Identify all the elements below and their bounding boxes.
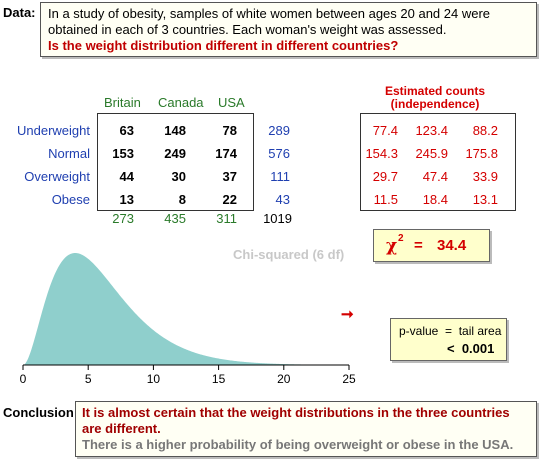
conclusion-label: Conclusion:: [3, 405, 79, 420]
distribution-label: Chi-squared (6 df): [233, 247, 345, 262]
observed-cell: 78: [222, 123, 237, 138]
row-label-obese: Obese: [51, 192, 90, 207]
column-header-canada: Canada: [158, 95, 204, 110]
x-tick-label: 20: [277, 372, 291, 386]
chi-squared-density-chart: 0 5 10 15 20 25: [20, 253, 356, 386]
observed-cell: 174: [215, 146, 237, 161]
expected-cell: 175.8: [465, 146, 498, 161]
chi-squared-statistic-box: χ 2 = 34.4: [373, 229, 490, 262]
chi-superscript: 2: [398, 233, 404, 244]
expected-grid-border: [360, 113, 516, 211]
row-total: 111: [270, 169, 290, 184]
observed-cell: 8: [178, 192, 186, 207]
data-label: Data:: [3, 5, 36, 20]
column-total: 435: [164, 211, 186, 226]
expected-cell: 77.4: [372, 123, 398, 138]
conclusion-box: It is almost certain that the weight dis…: [75, 401, 537, 457]
row-label-underweight: Underweight: [17, 123, 90, 138]
observed-cell: 153: [112, 146, 134, 161]
x-tick-label: 25: [342, 372, 356, 386]
grand-total: 1019: [263, 211, 292, 226]
expected-cell: 33.9: [472, 169, 498, 184]
column-header-britain: Britain: [104, 95, 141, 110]
expected-cell: 245.9: [415, 146, 448, 161]
expected-cell: 88.2: [472, 123, 498, 138]
chi-equals: =: [414, 237, 423, 254]
observed-cell: 37: [222, 169, 237, 184]
x-tick-label: 0: [20, 372, 27, 386]
p-value-line1: p-value = tail area: [399, 324, 502, 338]
chi-value: 34.4: [437, 237, 467, 254]
observed-cell: 30: [171, 169, 186, 184]
observed-cell: 13: [119, 192, 134, 207]
tail-arrow-icon: ➞: [341, 306, 354, 323]
expected-title: Estimated counts (independence): [360, 85, 510, 111]
expected-cell: 123.4: [415, 123, 448, 138]
row-label-overweight: Overweight: [24, 169, 90, 184]
conclusion-sub-text: There is a higher probability of being o…: [82, 437, 514, 452]
observed-grid-border: [97, 113, 254, 211]
observed-cell: 249: [164, 146, 186, 161]
row-total: 289: [268, 123, 290, 138]
expected-cell: 13.1: [472, 192, 498, 207]
observed-cell: 63: [119, 123, 134, 138]
x-tick-label: 5: [85, 372, 92, 386]
x-tick-label: 10: [147, 372, 161, 386]
density-area: [23, 253, 349, 365]
expected-title-line1: Estimated counts: [384, 84, 486, 98]
p-value-line2: < 0.001: [447, 341, 495, 356]
observed-cell: 148: [164, 123, 186, 138]
observed-cell: 44: [119, 169, 134, 184]
expected-cell: 29.7: [372, 169, 398, 184]
research-question: Is the weight distribution different in …: [48, 38, 399, 53]
x-ticks: 0 5 10 15 20 25: [20, 365, 356, 386]
column-header-usa: USA: [218, 95, 245, 110]
data-description-box: In a study of obesity, samples of white …: [40, 2, 537, 57]
observed-cell: 22: [222, 192, 237, 207]
intro-text-line1: In a study of obesity, samples of white …: [48, 6, 491, 21]
expected-cell: 154.3: [365, 146, 398, 161]
chi-symbol: χ: [386, 236, 398, 256]
p-value-box: p-value = tail area < 0.001: [390, 318, 507, 361]
x-tick-label: 15: [212, 372, 226, 386]
column-total: 273: [112, 211, 134, 226]
row-total: 576: [268, 146, 290, 161]
row-label-normal: Normal: [48, 146, 90, 161]
expected-cell: 18.4: [422, 192, 448, 207]
expected-title-line2: (independence): [390, 97, 480, 111]
conclusion-main-text: It is almost certain that the weight dis…: [82, 405, 510, 436]
expected-cell: 11.5: [373, 192, 398, 207]
row-total: 43: [275, 192, 290, 207]
intro-text-line2: obtained in each of 3 countries. Each wo…: [48, 22, 447, 37]
expected-cell: 47.4: [422, 169, 448, 184]
column-total: 311: [216, 211, 237, 226]
